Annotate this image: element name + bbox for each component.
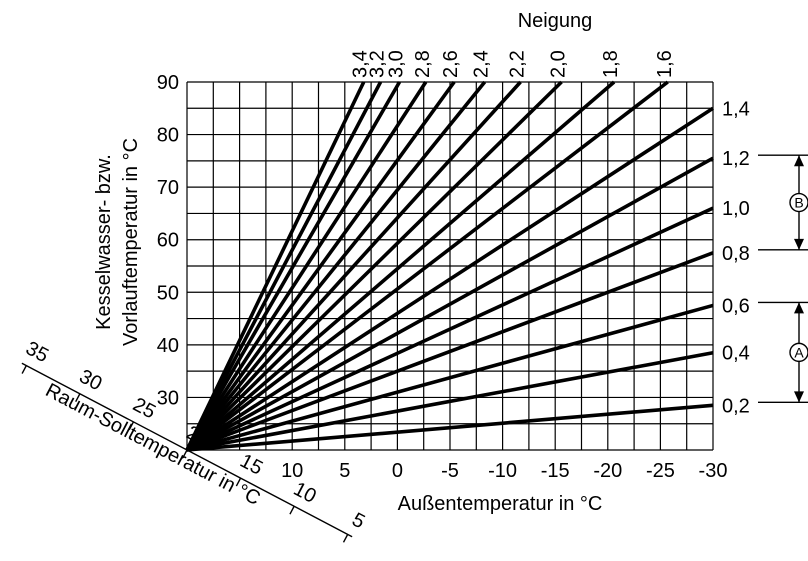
arrow-down-icon (794, 391, 804, 403)
curve-1-6 (185, 80, 669, 452)
y-axis-label-line1: Kesselwasser- bzw. (93, 154, 115, 330)
y-tick-label: 80 (157, 125, 179, 147)
curve-1-8 (185, 80, 616, 452)
room-axis-tick (342, 534, 349, 543)
curve-2-8 (185, 81, 428, 451)
x-tick-label: -5 (441, 460, 459, 482)
bracket-label: A (794, 344, 804, 360)
room-tick-label: 15 (236, 450, 266, 480)
curve-0-6 (186, 303, 714, 452)
x-tick-label: -25 (646, 460, 675, 482)
y-tick-label: 40 (157, 335, 179, 357)
curve-3-4 (185, 81, 366, 451)
room-tick-label: 5 (348, 509, 368, 534)
room-axis-tick (235, 477, 242, 487)
y-axis-ticks: 30 40 50 60 70 80 90 (157, 72, 179, 409)
bracket-circle (789, 342, 808, 363)
curve-2-0 (185, 80, 563, 452)
slope-label-1-8: 1,8 (600, 50, 622, 78)
slope-label-1-2: 1,2 (722, 148, 750, 170)
room-axis-tick (182, 449, 188, 459)
slope-label-0-2: 0,2 (722, 395, 750, 417)
range-brackets: BA (758, 154, 808, 404)
slope-label-3-2: 3,2 (367, 50, 389, 78)
x-tick-label: 0 (392, 460, 403, 482)
room-axis-tick (289, 505, 295, 515)
slope-label-2-4: 2,4 (471, 50, 493, 78)
curve-3-0 (185, 81, 402, 451)
y-tick-label: 90 (157, 72, 179, 94)
curve-2-6 (185, 80, 456, 452)
y-axis-label-line2: Vorlauftemperatur in °C (120, 138, 142, 346)
room-tick-label: 10 (290, 478, 320, 508)
slope-label-0-4: 0,4 (722, 343, 750, 365)
x-axis-label: Außentemperatur in °C (398, 493, 603, 515)
curve-2-4 (185, 80, 487, 452)
room-axis-tick (128, 421, 135, 431)
x-tick-label: -15 (541, 460, 570, 482)
y-tick-label: 60 (157, 230, 179, 252)
slope-label-0-8: 0,8 (722, 243, 750, 265)
curve-1-0 (186, 206, 714, 452)
arrow-up-icon (794, 155, 804, 167)
room-axis-tick (21, 365, 27, 374)
x-tick-label: 5 (339, 460, 350, 482)
bracket-a: A (758, 301, 808, 404)
bracket-b: B (758, 154, 808, 251)
room-axis-tick (75, 393, 81, 403)
slope-labels: 0,2 0,4 0,6 0,8 1,0 1,2 1,4 1,6 1,8 2,0 2,2 2,4 2,6 2… (350, 50, 750, 417)
room-tick-label: 25 (129, 394, 159, 424)
y-tick-label: 30 (157, 387, 179, 409)
curve-0-4 (186, 350, 714, 452)
slope-label-2-6: 2,6 (440, 50, 462, 78)
slope-label-3-4: 3,4 (350, 50, 372, 78)
slope-label-3-0: 3,0 (386, 50, 408, 78)
room-tick-label: 35 (22, 337, 52, 367)
bracket-label: B (794, 195, 803, 211)
x-tick-label: -30 (699, 460, 728, 482)
x-tick-label: 10 (281, 460, 303, 482)
arrow-down-icon (794, 238, 804, 250)
curve-1-2 (186, 156, 714, 452)
y-tick-label: 70 (157, 177, 179, 199)
room-tick-label: 30 (76, 365, 106, 395)
slope-label-2-8: 2,8 (412, 50, 434, 78)
curve-1-4 (186, 106, 714, 452)
curve-2-2 (185, 80, 522, 452)
y-tick-label: 50 (157, 282, 179, 304)
slope-label-0-6: 0,6 (722, 295, 750, 317)
curve-3-2 (185, 81, 383, 451)
legend-title: Neigung (518, 10, 593, 32)
x-tick-label: -20 (593, 460, 622, 482)
slope-label-1-6: 1,6 (654, 50, 676, 78)
x-axis-ticks: 10 5 0 -5 -10 -15 -20 -25 -30 (281, 460, 727, 482)
arrow-up-icon (794, 302, 804, 314)
heating-curves (185, 80, 714, 452)
curve-0-2 (186, 403, 714, 452)
slope-label-1-4: 1,4 (722, 98, 750, 120)
slope-label-1-0: 1,0 (722, 198, 750, 220)
bracket-circle (789, 192, 808, 213)
curve-0-8 (186, 251, 714, 452)
x-tick-label: -10 (488, 460, 517, 482)
slope-label-2-2: 2,2 (506, 50, 528, 78)
chart-grid (186, 81, 714, 451)
slope-label-2-0: 2,0 (548, 50, 570, 78)
